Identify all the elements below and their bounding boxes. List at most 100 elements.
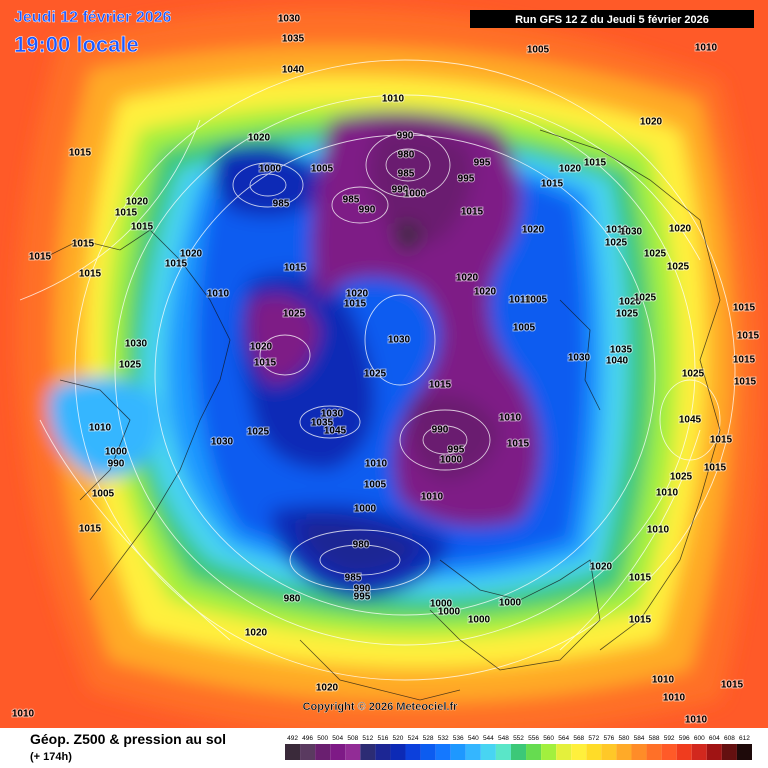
isobar-label: 1005	[92, 489, 115, 500]
isobar-label: 1030	[125, 339, 148, 350]
scale-swatch	[420, 744, 436, 760]
scale-swatch	[676, 744, 692, 760]
scale-label: 596	[679, 735, 690, 742]
field-region	[212, 145, 330, 217]
scale-label: 548	[498, 735, 509, 742]
scale-label: 540	[468, 735, 479, 742]
isobar-label: 1020	[126, 197, 149, 208]
run-banner	[470, 10, 754, 28]
scale-label: 560	[543, 735, 554, 742]
isobar-label: 1010	[509, 295, 532, 306]
isobar-label: 1000	[468, 615, 491, 626]
isobar-label: 1010	[606, 225, 629, 236]
isobar-label: 1000	[499, 598, 522, 609]
isobars	[19, 59, 736, 681]
isobar-label: 1040	[606, 356, 629, 367]
forecast-date: Jeudi 12 février 2026	[14, 9, 172, 26]
isobar-label: 1010	[695, 43, 718, 54]
field-region	[247, 294, 320, 385]
scale-label: 536	[453, 735, 464, 742]
scale-swatch	[315, 744, 331, 760]
isobar-label: 990	[397, 131, 414, 142]
scale-swatch	[465, 744, 481, 760]
isobar-label: 980	[284, 594, 301, 605]
isobar-label: 1015	[734, 377, 757, 388]
color-scale: 492 496 500 504 508 512 516 520 524 528 532 536 540 5…	[285, 735, 752, 760]
scale-swatch	[450, 744, 466, 760]
isobar-label: 1000	[105, 447, 128, 458]
isobar-label: 1015	[721, 680, 744, 691]
isobar-label: 1020	[619, 297, 642, 308]
isobar-label: 1010	[207, 289, 230, 300]
isobar-label: 1015	[29, 252, 52, 263]
isobar-label: 1015	[79, 269, 102, 280]
isobar-label: 1030	[568, 353, 591, 364]
isobar-label: 1025	[682, 369, 705, 380]
scale-swatch	[435, 744, 451, 760]
scale-label: 516	[377, 735, 388, 742]
isobar-label: 985	[343, 195, 360, 206]
isobar-label: 1040	[282, 65, 305, 76]
isobar-label: 1025	[644, 249, 667, 260]
isobar-label: 1015	[429, 380, 452, 391]
scale-label: 572	[588, 735, 599, 742]
scale-label: 552	[513, 735, 524, 742]
scale-swatch	[586, 744, 602, 760]
isobar-label: 1020	[559, 164, 582, 175]
scale-swatch	[706, 744, 722, 760]
scale-label: 612	[739, 735, 750, 742]
scale-swatch	[616, 744, 632, 760]
isobar-label: 1005	[364, 480, 387, 491]
isobar-label: 1015	[584, 158, 607, 169]
scale-label: 496	[302, 735, 313, 742]
isobar-label: 985	[398, 169, 415, 180]
isobar-label: 990	[432, 425, 449, 436]
field-region	[370, 127, 472, 242]
isobar-label: 1015	[254, 358, 277, 369]
scale-swatch	[526, 744, 542, 760]
isobar-label: 1015	[737, 331, 760, 342]
scale-label: 592	[664, 735, 675, 742]
scale-swatch	[661, 744, 677, 760]
scale-label: 576	[603, 735, 614, 742]
isobar-label: 1035	[610, 345, 633, 356]
isobar-label: 1000	[440, 455, 463, 466]
scale-swatch	[646, 744, 662, 760]
field-layers	[16, 8, 760, 728]
scale-swatch	[691, 744, 707, 760]
isobar-label: 1020	[669, 224, 692, 235]
scale-swatch	[285, 744, 301, 760]
scale-label: 512	[362, 735, 373, 742]
isobar-label: 1000	[404, 189, 427, 200]
isobar-label: 1010	[685, 715, 708, 726]
isobar-label: 1025	[667, 262, 690, 273]
isobar-label: 980	[398, 150, 415, 161]
isobar-label: 1000	[354, 504, 377, 515]
isobar-label: 1015	[629, 573, 652, 584]
isobar-label: 1010	[656, 488, 679, 499]
isobar-label: 1020	[180, 249, 203, 260]
isobar-label: 995	[354, 592, 371, 603]
isobar-label: 1015	[72, 239, 95, 250]
isobar-label: 1015	[165, 259, 188, 270]
isobar-label: 980	[353, 540, 370, 551]
isobar-label: 1015	[733, 355, 756, 366]
isobar-label: 1015	[69, 148, 92, 159]
scale-label: 524	[408, 735, 419, 742]
isobar-label: 1035	[311, 418, 334, 429]
isobar-label: 1025	[283, 309, 306, 320]
scale-label: 520	[393, 735, 404, 742]
isobar-label: 1030	[388, 335, 411, 346]
isobar-label: 1005	[527, 45, 550, 56]
scale-swatch	[510, 744, 527, 760]
scale-swatch	[300, 744, 316, 760]
scale-label: 500	[317, 735, 328, 742]
isobar-label: 1030	[620, 227, 643, 238]
scale-label: 604	[709, 735, 720, 742]
scale-swatch	[375, 744, 391, 760]
isobar-label: 990	[108, 459, 125, 470]
forecast-time: 19:00 locale	[14, 32, 139, 57]
scale-label: 544	[483, 735, 494, 742]
isobar-label: 1015	[704, 463, 727, 474]
